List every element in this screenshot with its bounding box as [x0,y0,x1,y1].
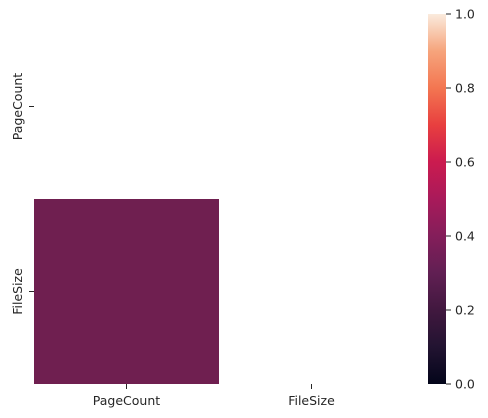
y-axis-ticks: PageCount FileSize [10,73,34,315]
colorbar-tick-label: 0.8 [455,81,475,96]
heatmap-cells [34,199,219,384]
colorbar-tick-label: 0.0 [455,377,475,392]
y-tick-label: FileSize [10,268,25,315]
colorbar-tick-label: 0.6 [455,155,475,170]
heatmap-cell-filesize-pagecount [34,199,219,384]
colorbar-tick-label: 1.0 [455,7,475,22]
x-tick-label: FileSize [288,393,335,408]
colorbar-tick-label: 0.2 [455,303,475,318]
x-tick-label: PageCount [93,393,160,408]
x-axis-ticks: PageCount FileSize [93,384,335,408]
colorbar-ticks: 0.0 0.2 0.4 0.6 0.8 1.0 [446,7,475,392]
y-tick-label: PageCount [10,73,25,140]
colorbar: 0.0 0.2 0.4 0.6 0.8 1.0 [428,7,475,392]
colorbar-tick-label: 0.4 [455,229,475,244]
colorbar-gradient [428,14,446,384]
